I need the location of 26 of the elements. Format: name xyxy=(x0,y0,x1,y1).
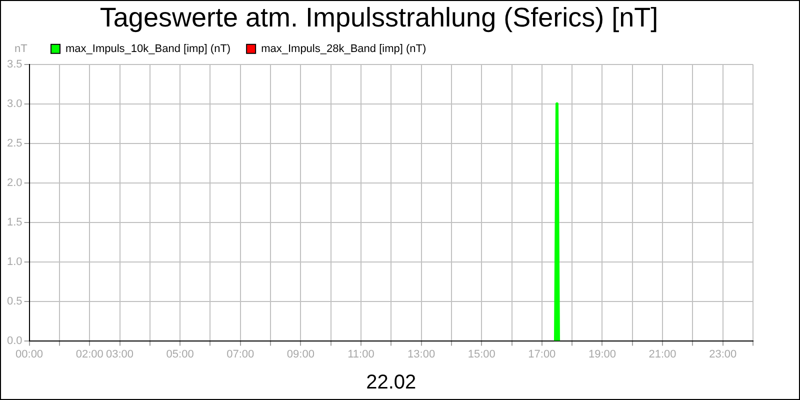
x-tick-label: 15:00 xyxy=(468,348,496,360)
chart-title: Tageswerte atm. Impulsstrahlung (Sferics) [nT] xyxy=(100,2,658,33)
x-tick-label: 05:00 xyxy=(166,348,194,360)
x-tick-label: 13:00 xyxy=(408,348,436,360)
legend-label: max_Impuls_28k_Band [imp] (nT) xyxy=(261,42,426,55)
x-tick-label: 19:00 xyxy=(588,348,616,360)
x-tick-label: 03:00 xyxy=(106,348,134,360)
y-tick-label: 1.5 xyxy=(6,216,22,228)
x-tick-label: 11:00 xyxy=(348,348,374,360)
y-tick-label: 1.0 xyxy=(6,256,22,268)
y-tick-label: 0.5 xyxy=(6,295,22,308)
x-tick-label: 07:00 xyxy=(226,348,254,360)
y-tick-label: 2.5 xyxy=(6,137,22,150)
x-tick-label: 00:00 xyxy=(16,348,44,360)
y-tick-label: 3.0 xyxy=(6,98,22,110)
x-tick-label: 23:00 xyxy=(709,348,737,360)
x-tick-label: 21:00 xyxy=(648,348,676,360)
x-tick-label: 02:00 xyxy=(76,348,104,360)
x-tick-label: 17:00 xyxy=(528,348,556,360)
x-tick-label: 09:00 xyxy=(286,348,314,360)
y-tick-label: 2.0 xyxy=(6,176,22,189)
y-tick-label: 3.5 xyxy=(6,58,22,70)
x-axis-title: 22.02 xyxy=(366,372,416,394)
y-axis-title: nT xyxy=(14,42,28,55)
y-tick-label: 0.0 xyxy=(6,334,22,347)
legend-label: max_Impuls_10k_Band [imp] (nT) xyxy=(66,42,231,55)
